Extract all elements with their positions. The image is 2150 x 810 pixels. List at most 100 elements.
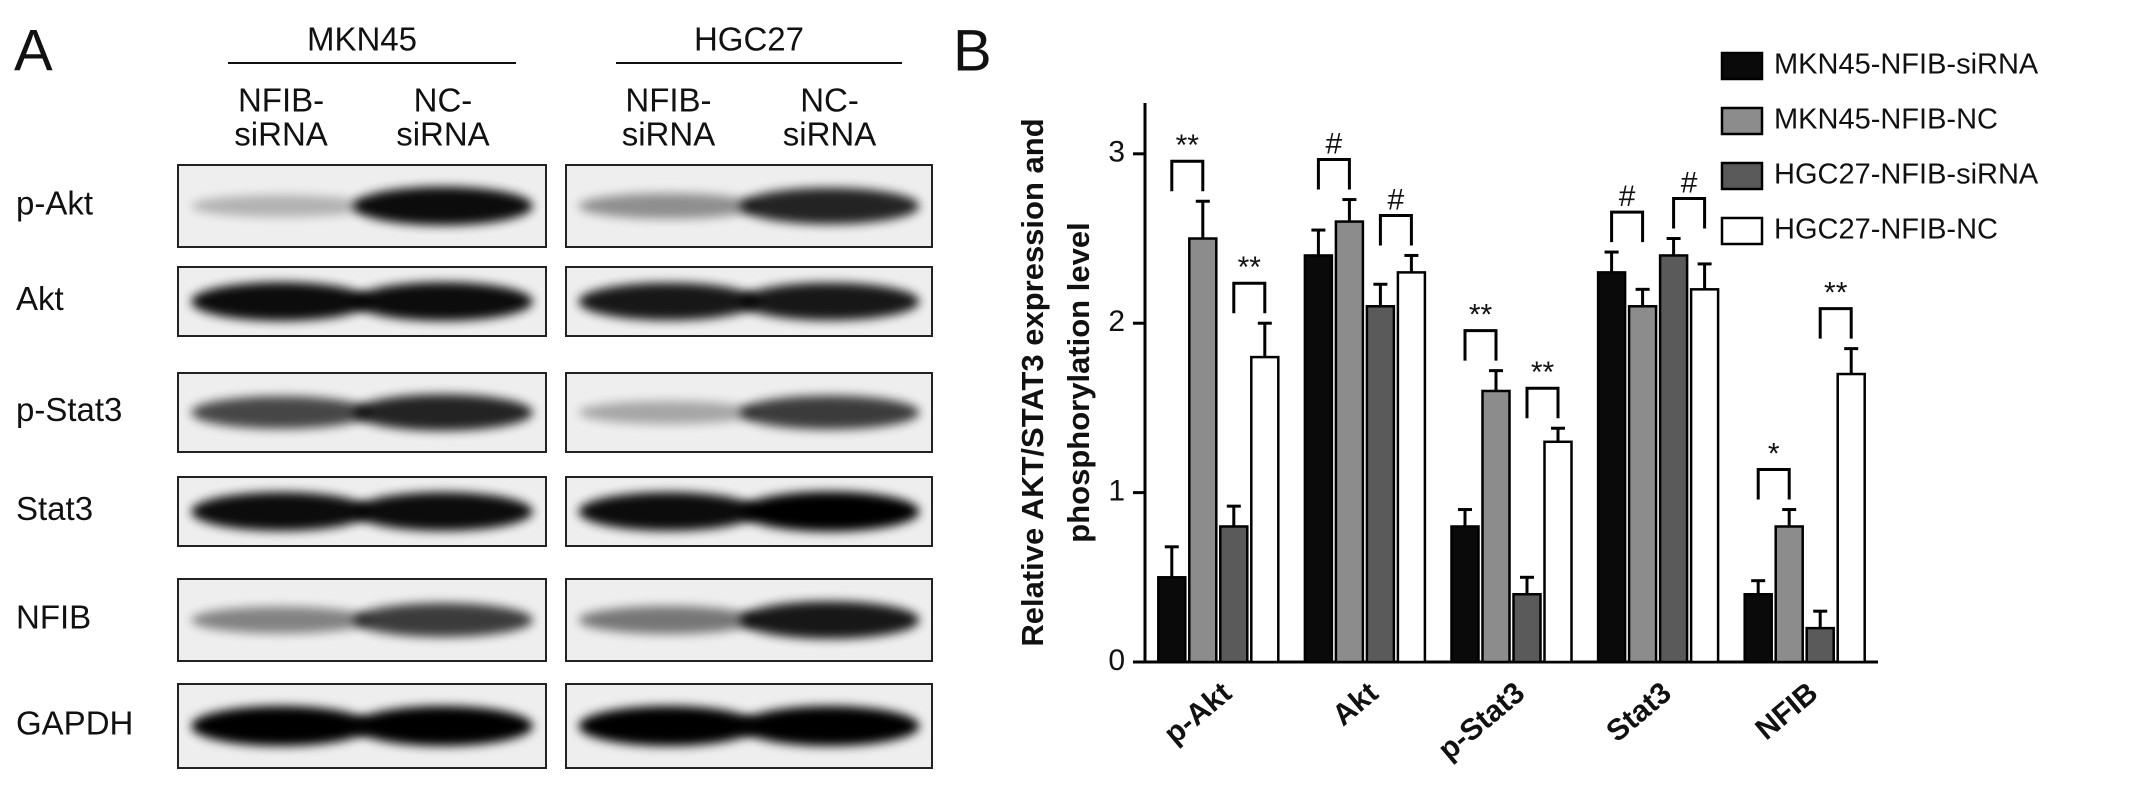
legend-swatch [1720, 161, 1764, 191]
lane-label: siRNA [234, 116, 328, 153]
bar [1396, 271, 1427, 664]
blot-band [578, 492, 759, 531]
legend-label: MKN45-NFIB-NC [1774, 104, 1998, 136]
y-axis-label: Relative AKT/STAT3 expression and [1015, 118, 1050, 646]
group-label: HGC27 [694, 21, 804, 58]
blot-band [352, 492, 533, 531]
y-axis-label: phosphorylation level [1061, 222, 1096, 542]
blot-band [191, 195, 372, 217]
legend-swatch [1720, 106, 1764, 136]
bar [1543, 440, 1573, 664]
significance-bracket [1672, 197, 1707, 229]
significance-label: # [1326, 127, 1343, 160]
significance-bracket [1170, 159, 1205, 192]
significance-label: * [1768, 437, 1780, 470]
bar [1450, 525, 1480, 664]
significance-label: ** [1238, 251, 1262, 284]
significance-label: # [1619, 180, 1636, 213]
blot-band [739, 187, 920, 225]
bar [1188, 237, 1218, 664]
significance-bracket [1378, 213, 1413, 246]
x-tick-label: Stat3 [1600, 676, 1677, 748]
blot-band [739, 282, 920, 321]
blot-band [578, 400, 759, 425]
legend-swatch [1720, 216, 1764, 246]
y-tick-label: 2 [1108, 305, 1125, 338]
bar [1627, 305, 1658, 664]
legend-label: HGC27-NFIB-NC [1774, 214, 1998, 246]
significance-label: # [1388, 183, 1405, 216]
blot-band [352, 394, 533, 431]
row-label: NFIB [16, 599, 91, 636]
bar [1481, 389, 1511, 664]
significance-bracket [1232, 281, 1267, 314]
bar [1689, 288, 1720, 664]
bar [1805, 626, 1835, 664]
significance-bracket [1756, 468, 1791, 500]
bar [1157, 576, 1187, 664]
lane-label: siRNA [622, 116, 716, 153]
row-label: p-Stat3 [16, 391, 122, 428]
y-tick-label: 0 [1108, 644, 1125, 677]
legend-label: MKN45-NFIB-siRNA [1774, 49, 2039, 81]
blot-band [191, 396, 372, 429]
legend-label: HGC27-NFIB-siRNA [1774, 159, 2039, 191]
bar [1658, 254, 1689, 664]
significance-label: ** [1824, 277, 1848, 310]
bar [1743, 592, 1773, 664]
bar [1219, 525, 1249, 664]
y-tick-label: 1 [1108, 475, 1125, 508]
significance-bracket [1316, 158, 1351, 190]
blot-band [739, 601, 920, 639]
significance-label: ** [1469, 299, 1493, 332]
blot-band [739, 706, 920, 746]
blot-band [739, 491, 920, 532]
blot-band [191, 282, 372, 321]
panel-label: B [953, 18, 992, 83]
significance-bracket [1525, 386, 1560, 419]
row-label: p-Akt [16, 185, 93, 222]
bar [1365, 305, 1396, 664]
bar [1250, 355, 1280, 664]
blot-band [352, 282, 533, 321]
blot-band [191, 706, 372, 746]
blot-band [578, 282, 759, 321]
legend-swatch [1720, 51, 1764, 81]
lane-label: siRNA [783, 116, 877, 153]
blot-band [739, 395, 920, 430]
x-tick-label: NFIB [1749, 676, 1824, 746]
x-tick-label: Akt [1326, 676, 1384, 732]
bar [1334, 220, 1365, 664]
x-tick-label: p-Stat3 [1432, 676, 1531, 767]
significance-label: ** [1531, 356, 1555, 389]
significance-bracket [1610, 210, 1645, 243]
row-label: GAPDH [16, 705, 133, 742]
bar [1774, 525, 1804, 664]
lane-label: NFIB- [238, 82, 324, 119]
bar [1512, 592, 1542, 664]
blot-band [578, 193, 759, 219]
lane-label: NFIB- [625, 82, 711, 119]
blot-band [191, 492, 372, 531]
bar [1596, 271, 1627, 664]
bar [1303, 254, 1334, 664]
blot-band [352, 186, 533, 226]
significance-bracket [1463, 329, 1498, 361]
blot-band [352, 603, 533, 637]
y-tick-label: 3 [1108, 136, 1125, 169]
blot-band [352, 706, 533, 746]
significance-bracket [1818, 307, 1853, 339]
bar [1836, 372, 1866, 664]
lane-label: NC- [414, 82, 473, 119]
blot-band [578, 606, 759, 634]
row-label: Stat3 [16, 490, 93, 527]
significance-label: ** [1176, 129, 1200, 162]
blot-band [578, 706, 759, 746]
blot-band [191, 606, 372, 634]
row-label: Akt [16, 280, 64, 317]
significance-label: # [1681, 166, 1698, 199]
x-tick-label: p-Akt [1158, 676, 1238, 751]
panel-label: A [14, 18, 53, 83]
lane-label: NC- [800, 82, 859, 119]
